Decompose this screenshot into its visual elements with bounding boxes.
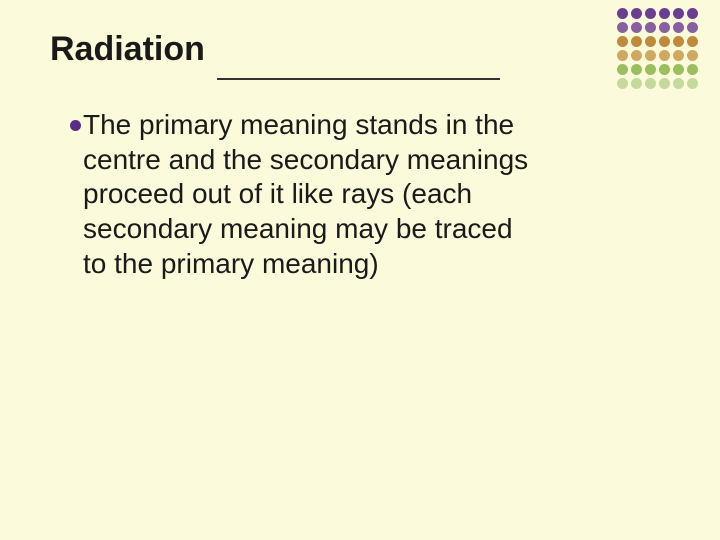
title-underline (217, 78, 500, 80)
decorative-dot-icon (631, 22, 642, 33)
decorative-dot-icon (687, 50, 698, 61)
decorative-dot-icon (645, 64, 656, 75)
decorative-dot-icon (673, 50, 684, 61)
decorative-dot-icon (673, 8, 684, 19)
decorative-dot-icon (659, 22, 670, 33)
decorative-dot-icon (631, 50, 642, 61)
decorative-dot-icon (617, 64, 628, 75)
decorative-dot-icon (673, 78, 684, 89)
decorative-dot-icon (617, 36, 628, 47)
bullet-marker-icon (70, 120, 81, 131)
decorative-dot-icon (631, 64, 642, 75)
decorative-dot-icon (687, 22, 698, 33)
decorative-dot-icon (659, 64, 670, 75)
decorative-dot-icon (617, 22, 628, 33)
decorative-dot-icon (659, 36, 670, 47)
decorative-dot-icon (631, 8, 642, 19)
bullet-text: The primary meaning stands in the centre… (83, 108, 530, 282)
decorative-dot-icon (617, 50, 628, 61)
decorative-dot-icon (645, 78, 656, 89)
decorative-dot-icon (659, 78, 670, 89)
decorative-dot-icon (687, 64, 698, 75)
decorative-dot-icon (645, 8, 656, 19)
decorative-dot-icon (645, 36, 656, 47)
slide: Radiation The primary meaning stands in … (0, 0, 720, 540)
decorative-dot-icon (687, 36, 698, 47)
decorative-dot-icon (659, 8, 670, 19)
decorative-dot-icon (687, 78, 698, 89)
decorative-dot-grid (617, 8, 700, 91)
decorative-dot-icon (617, 78, 628, 89)
decorative-dot-icon (645, 22, 656, 33)
decorative-dot-icon (617, 8, 628, 19)
title-row: Radiation (50, 30, 680, 80)
decorative-dot-icon (687, 8, 698, 19)
decorative-dot-icon (659, 50, 670, 61)
bullet-item: The primary meaning stands in the centre… (70, 108, 530, 282)
decorative-dot-icon (631, 36, 642, 47)
decorative-dot-icon (673, 64, 684, 75)
decorative-dot-icon (645, 50, 656, 61)
decorative-dot-icon (673, 22, 684, 33)
slide-body: The primary meaning stands in the centre… (50, 108, 680, 282)
decorative-dot-icon (673, 36, 684, 47)
decorative-dot-icon (631, 78, 642, 89)
slide-title: Radiation (50, 30, 205, 69)
